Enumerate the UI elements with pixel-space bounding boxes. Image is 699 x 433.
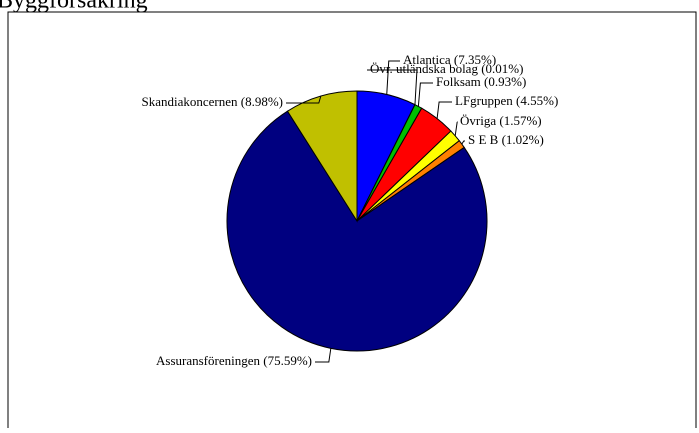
leader-line (461, 140, 465, 145)
slice-name: S E B (468, 132, 499, 147)
slice-value: (7.35%) (454, 52, 496, 67)
slice-value: (0.93%) (484, 74, 526, 89)
slice-name: LFgruppen (455, 93, 513, 108)
slice-value: (8.98%) (241, 94, 283, 109)
slice-label: LFgruppen (4.55%) (455, 93, 558, 108)
slice-value: (4.55%) (516, 93, 558, 108)
leader-line (454, 121, 458, 136)
slice-name: Folksam (436, 74, 481, 89)
slice-name: Skandiakoncernen (141, 94, 238, 109)
slice-label: Övriga (1.57%) (460, 113, 542, 128)
slice-name: Övriga (460, 113, 496, 128)
slice-label: Övr. utländska bolag (0.01%) (370, 61, 523, 76)
leader-line (436, 101, 452, 119)
leader-line (286, 95, 322, 104)
slice-label: S E B (1.02%) (468, 132, 544, 147)
slice-value: (0.01%) (481, 61, 523, 76)
slice-name: Atlantica (403, 52, 451, 67)
leader-line (367, 69, 418, 105)
slice-value: (75.59%) (263, 353, 312, 368)
pie-slice (226, 110, 488, 352)
slice-name: Assuransföreningen (156, 353, 260, 368)
leader-line (386, 60, 400, 95)
slice-label: Skandiakoncernen (8.98%) (141, 94, 283, 109)
slice-name: Övr. utländska bolag (370, 61, 478, 76)
slice-label: Atlantica (7.35%) (403, 52, 496, 67)
leader-line (417, 82, 433, 107)
slice-label: Folksam (0.93%) (436, 74, 526, 89)
chart-title: Byggförsäkring (0, 0, 148, 14)
slice-value: (1.02%) (502, 132, 544, 147)
leader-line (315, 348, 332, 363)
slice-label: Assuransföreningen (75.59%) (156, 353, 312, 368)
slice-value: (1.57%) (499, 113, 541, 128)
